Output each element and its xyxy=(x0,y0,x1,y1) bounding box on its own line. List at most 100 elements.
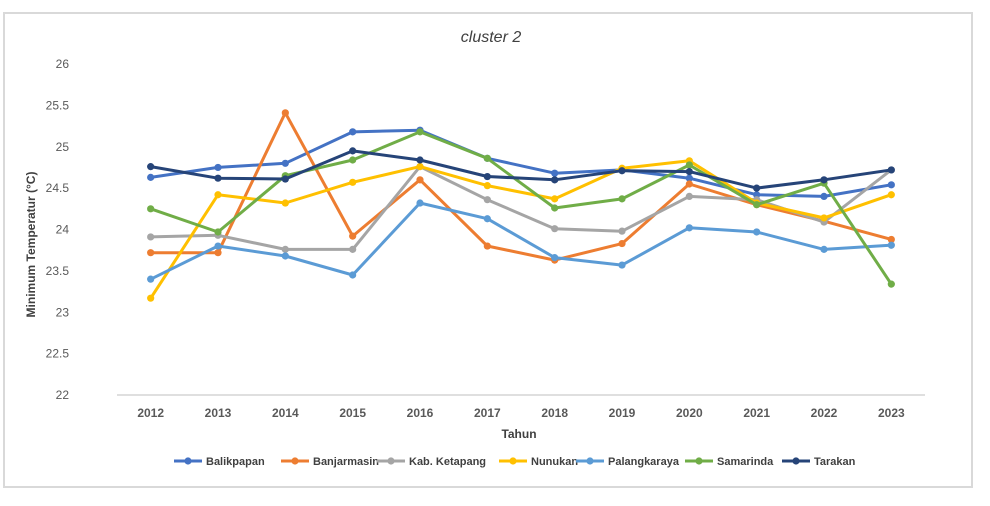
x-tick-label: 2013 xyxy=(205,406,232,420)
legend-label: Banjarmasin xyxy=(313,456,379,468)
data-point xyxy=(416,128,424,136)
data-point xyxy=(214,174,222,182)
legend-point-marker xyxy=(387,457,395,465)
x-tick-label: 2021 xyxy=(743,406,770,420)
data-point xyxy=(685,192,693,200)
y-tick-label: 24 xyxy=(56,223,70,237)
legend: Balikpapan Banjarmasin Kab. Ketapang Nunuka… xyxy=(174,456,856,468)
data-point xyxy=(887,241,895,249)
legend-label: Nunukan xyxy=(531,456,578,468)
data-point xyxy=(147,249,155,257)
chart-title: cluster 2 xyxy=(461,29,522,46)
data-point xyxy=(214,228,222,236)
series-banjarmasin xyxy=(147,109,895,264)
data-point xyxy=(887,166,895,174)
data-point xyxy=(551,204,559,212)
data-point xyxy=(349,178,357,186)
data-point xyxy=(281,175,289,183)
series-line xyxy=(149,149,893,190)
legend-label: Palangkaraya xyxy=(608,456,680,468)
y-tick-label: 25 xyxy=(56,140,70,154)
y-tick-label: 26 xyxy=(56,57,70,71)
data-point xyxy=(618,167,626,175)
data-point xyxy=(618,239,626,248)
data-point xyxy=(416,176,424,184)
data-point xyxy=(483,172,491,181)
data-point xyxy=(483,196,491,204)
data-point xyxy=(618,227,626,235)
legend-label: Balikpapan xyxy=(206,456,265,468)
series-line xyxy=(149,201,893,281)
legend-item: Balikpapan xyxy=(174,456,265,468)
y-axis-title: Minimum Temperatur (°C) xyxy=(24,172,38,318)
legend-item: Palangkaraya xyxy=(576,456,680,468)
data-point xyxy=(214,163,222,172)
data-point xyxy=(147,163,155,171)
data-point xyxy=(820,245,828,253)
data-point xyxy=(820,192,828,200)
series-line xyxy=(149,159,893,300)
data-point xyxy=(416,199,424,207)
data-point xyxy=(551,195,559,203)
series-line xyxy=(149,111,893,262)
data-point xyxy=(753,228,761,236)
data-point xyxy=(685,224,693,232)
data-point xyxy=(618,195,626,203)
legend-point-marker xyxy=(184,457,192,465)
data-point xyxy=(887,181,895,189)
data-point xyxy=(820,214,828,222)
y-tick-label: 24.5 xyxy=(46,181,70,195)
data-point xyxy=(214,242,222,250)
series-tarakan xyxy=(147,147,895,192)
y-axis-ticks: 22 22.5 23 23.5 24 24.5 25 25.5 26 xyxy=(46,57,70,402)
data-point xyxy=(551,254,559,262)
y-tick-label: 23.5 xyxy=(46,264,70,278)
data-point xyxy=(551,169,559,177)
data-point xyxy=(551,176,559,184)
legend-label: Samarinda xyxy=(717,456,774,468)
data-point xyxy=(281,159,289,167)
data-point xyxy=(685,180,693,188)
x-tick-label: 2012 xyxy=(137,406,164,420)
data-point xyxy=(349,147,357,155)
data-point xyxy=(753,184,761,192)
data-point xyxy=(349,128,357,136)
data-point xyxy=(887,235,895,244)
data-point xyxy=(483,242,491,250)
series-line xyxy=(149,128,893,198)
data-point xyxy=(214,191,222,199)
x-tick-label: 2018 xyxy=(541,406,568,420)
data-point xyxy=(685,161,693,169)
legend-point-marker xyxy=(291,457,299,465)
data-point xyxy=(147,294,155,302)
data-point xyxy=(147,275,155,283)
data-point xyxy=(349,232,357,240)
legend-point-marker xyxy=(509,457,517,465)
x-tick-label: 2017 xyxy=(474,406,501,420)
series-line xyxy=(149,130,893,286)
y-tick-label: 23 xyxy=(56,305,70,319)
x-axis-title: Tahun xyxy=(501,427,536,441)
data-point xyxy=(887,280,895,288)
legend-item: Banjarmasin xyxy=(281,456,379,468)
data-point xyxy=(483,182,491,190)
data-point xyxy=(483,215,491,223)
legend-item: Tarakan xyxy=(782,456,856,468)
data-point xyxy=(753,201,761,209)
y-tick-label: 22.5 xyxy=(46,347,70,361)
data-point xyxy=(685,167,693,176)
x-tick-label: 2019 xyxy=(609,406,636,420)
data-point xyxy=(753,191,761,199)
data-point xyxy=(349,245,357,253)
data-point xyxy=(147,205,155,213)
data-point xyxy=(349,156,357,164)
data-point xyxy=(281,109,289,117)
data-point xyxy=(416,156,424,164)
legend-point-marker xyxy=(695,457,703,465)
data-point xyxy=(281,245,289,253)
data-point xyxy=(887,191,895,199)
legend-item: Nunukan xyxy=(499,456,578,468)
y-tick-label: 22 xyxy=(56,388,70,402)
x-tick-label: 2015 xyxy=(339,406,366,420)
x-tick-label: 2014 xyxy=(272,406,299,420)
